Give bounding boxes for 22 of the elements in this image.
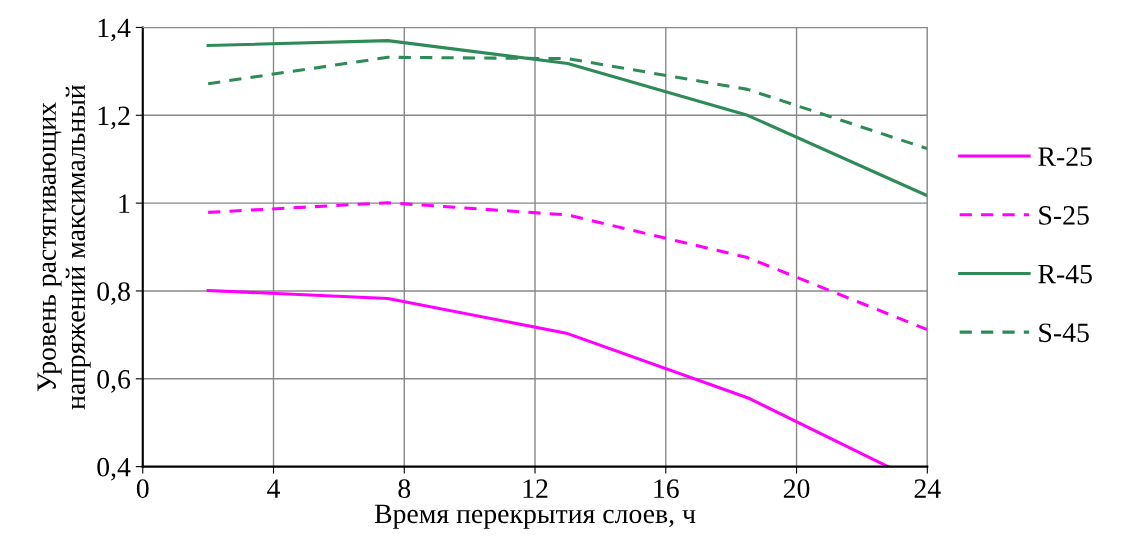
legend-label: S-45 — [1039, 323, 1089, 343]
x-tick-label: 4 — [267, 479, 281, 498]
y-tick-label: 0,4 — [97, 457, 131, 481]
x-tick-label: 24 — [914, 479, 941, 498]
legend-label: R-45 — [1038, 264, 1092, 284]
line-series — [206, 39, 928, 198]
line-series — [206, 201, 928, 332]
legend-label: S-25 — [1039, 206, 1089, 225]
x-axis-title: Время перекрытия слоев, ч — [374, 504, 696, 529]
y-tick-label: 1,4 — [98, 18, 131, 42]
x-tick-label: 12 — [523, 479, 548, 498]
y-tick-label: 0,6 — [97, 369, 131, 393]
y-axis-title: Уровень растягивающих напряжений максимальный — [37, 84, 91, 410]
x-tick-label: 16 — [654, 479, 679, 498]
line-series — [206, 289, 890, 467]
legend-label: R-25 — [1038, 147, 1092, 167]
x-tick-label: 20 — [783, 479, 810, 498]
x-tick-label: 8 — [398, 479, 411, 498]
y-tick-label: 0,8 — [97, 282, 130, 305]
y-tick-label: 1 — [119, 194, 130, 213]
y-tick-label: 1,2 — [98, 106, 130, 130]
x-tick-label: 0 — [136, 479, 149, 498]
